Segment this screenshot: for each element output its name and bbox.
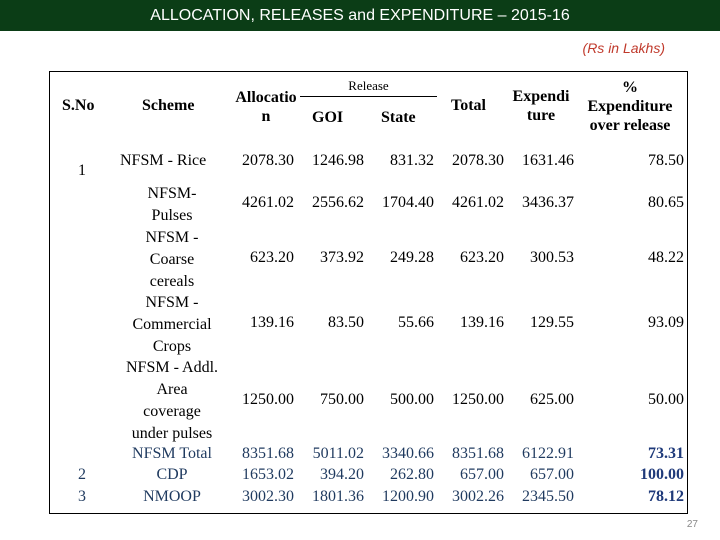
state-value: 55.66 [398,314,434,331]
scheme-label: NMOOP [143,488,201,505]
allocation-value: 4261.02 [242,194,294,211]
state-value: 500.00 [390,391,434,408]
allocation-value: 2078.30 [242,152,294,169]
scheme-label: NFSM - Addl. Area coverage under pulses [125,359,219,442]
header-pct-expenditure: % Expenditure over release [587,79,673,134]
total-value: 139.16 [460,314,504,331]
state-value: 1200.90 [382,488,434,505]
header-total: Total [451,97,486,114]
goi-value: 1801.36 [312,488,364,505]
expenditure-value: 657.00 [530,466,574,483]
total-value: 657.00 [460,466,504,483]
scheme-label: NFSM - Coarse cereals [145,229,199,290]
scheme-label: CDP [156,466,188,483]
header-goi: GOI [312,109,344,126]
goi-value: 2556.62 [312,194,364,211]
expenditure-value: 1631.46 [522,152,574,169]
pct-value: 78.50 [648,152,684,169]
header-expenditure: Expendi ture [512,88,570,124]
total-value: 4261.02 [452,194,504,211]
table-frame [49,71,688,514]
allocation-value: 1653.02 [242,466,294,483]
allocation-value: 139.16 [250,314,294,331]
state-value: 831.32 [390,152,434,169]
pct-value: 93.09 [648,314,684,331]
pct-value: 100.00 [640,466,684,483]
state-value: 262.80 [390,466,434,483]
row-sno: 2 [78,466,86,483]
expenditure-value: 2345.50 [522,488,574,505]
pct-value: 78.12 [648,488,684,505]
header-release: Release [348,78,389,93]
expenditure-value: 625.00 [530,391,574,408]
allocation-value: 623.20 [250,249,294,266]
expenditure-value: 6122.91 [522,445,574,462]
pct-value: 80.65 [648,194,684,211]
allocation-value: 1250.00 [242,391,294,408]
goi-value: 750.00 [320,391,364,408]
scheme-label: NFSM - Commercial Crops [132,294,212,355]
pct-value: 73.31 [648,445,684,462]
total-value: 3002.26 [452,488,504,505]
slide-title: ALLOCATION, RELEASES and EXPENDITURE – 2… [0,0,720,31]
scheme-label: NFSM - Rice [120,152,207,169]
row-sno: 1 [78,162,86,179]
expenditure-value: 300.53 [530,249,574,266]
scheme-label: NFSM Total [132,445,212,462]
total-value: 8351.68 [452,445,504,462]
total-value: 2078.30 [452,152,504,169]
goi-value: 83.50 [328,314,364,331]
scheme-label: NFSM- Pulses [147,185,197,224]
expenditure-value: 129.55 [530,314,574,331]
state-value: 1704.40 [382,194,434,211]
goi-value: 394.20 [320,466,364,483]
allocation-value: 3002.30 [242,488,294,505]
allocation-value: 8351.68 [242,445,294,462]
header-state: State [381,109,416,126]
pct-value: 50.00 [648,391,684,408]
header-sno: S.No [62,97,95,114]
goi-value: 1246.98 [312,152,364,169]
total-value: 623.20 [460,249,504,266]
goi-value: 373.92 [320,249,364,266]
page-number: 27 [686,519,698,530]
row-sno: 3 [78,488,86,505]
release-underline [300,96,437,97]
state-value: 3340.66 [382,445,434,462]
total-value: 1250.00 [452,391,504,408]
goi-value: 5011.02 [312,445,364,462]
pct-value: 48.22 [648,249,684,266]
expenditure-value: 3436.37 [522,194,574,211]
units-note: (Rs in Lakhs) [582,40,665,56]
header-allocation: Allocatio n [235,89,297,125]
header-scheme: Scheme [142,97,195,114]
state-value: 249.28 [390,249,434,266]
